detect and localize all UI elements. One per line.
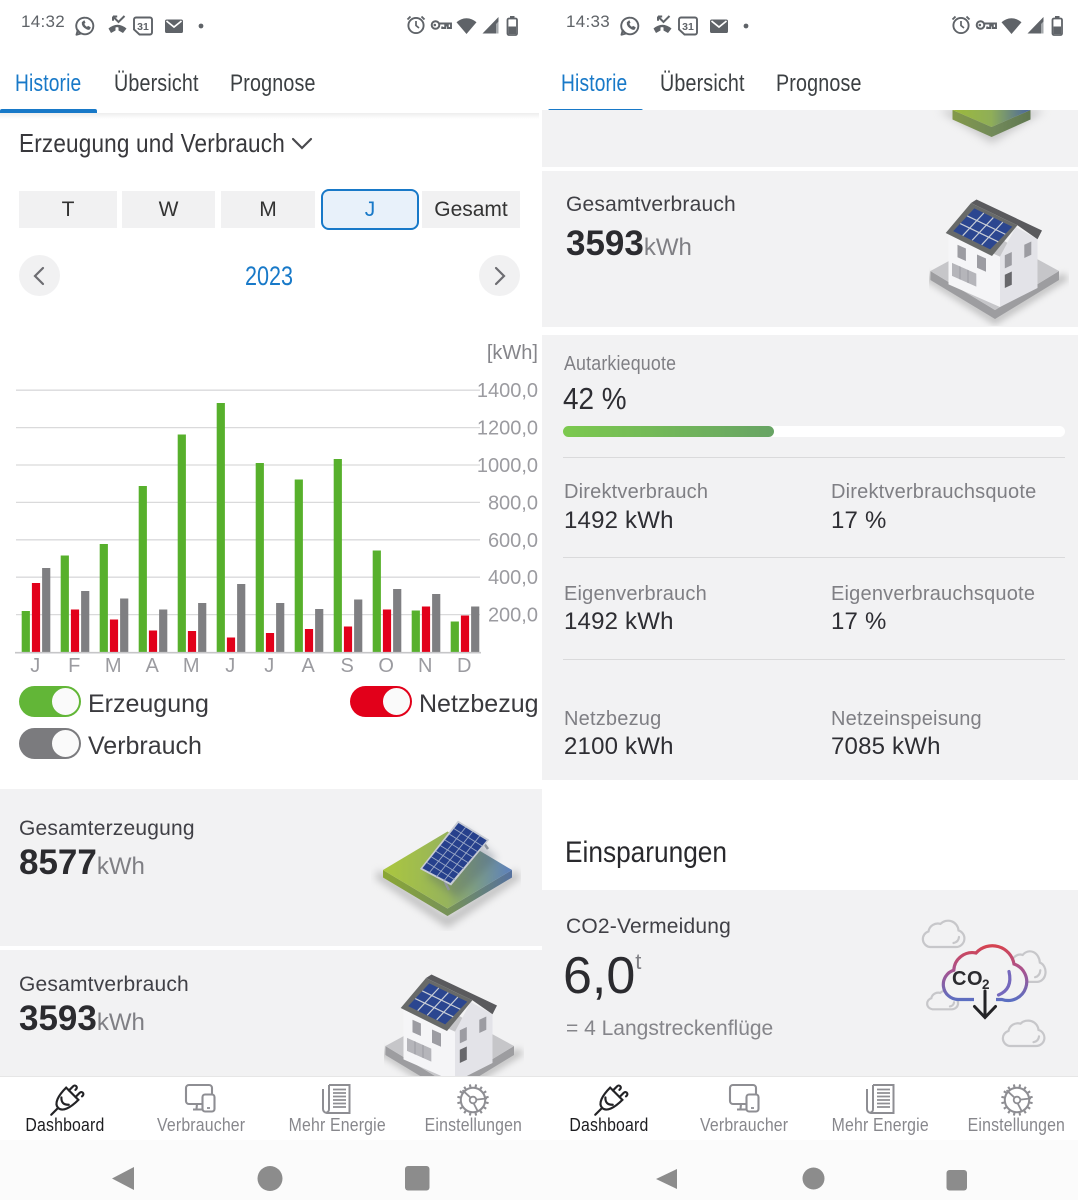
svg-text:M: M <box>105 655 122 677</box>
svg-text:D: D <box>457 655 471 677</box>
svg-text:A: A <box>146 655 160 677</box>
svg-text:31: 31 <box>682 21 694 33</box>
svg-text:1200,0: 1200,0 <box>477 418 538 440</box>
svg-text:A: A <box>302 655 316 677</box>
svg-text:J: J <box>30 655 40 677</box>
svg-text:1000,0: 1000,0 <box>477 455 538 477</box>
svg-text:N: N <box>418 655 432 677</box>
svg-text:600,0: 600,0 <box>488 530 538 552</box>
svg-text:J: J <box>264 655 274 677</box>
svg-text:2: 2 <box>982 977 990 992</box>
svg-text:J: J <box>225 655 235 677</box>
svg-text:O: O <box>378 655 394 677</box>
svg-text:F: F <box>68 655 80 677</box>
svg-text:400,0: 400,0 <box>488 567 538 589</box>
svg-text:S: S <box>341 655 354 677</box>
svg-text:800,0: 800,0 <box>488 492 538 514</box>
svg-text:31: 31 <box>137 21 149 33</box>
svg-text:CO: CO <box>952 968 983 990</box>
svg-text:M: M <box>183 655 200 677</box>
svg-text:200,0: 200,0 <box>488 605 538 627</box>
svg-text:1400,0: 1400,0 <box>477 380 538 402</box>
